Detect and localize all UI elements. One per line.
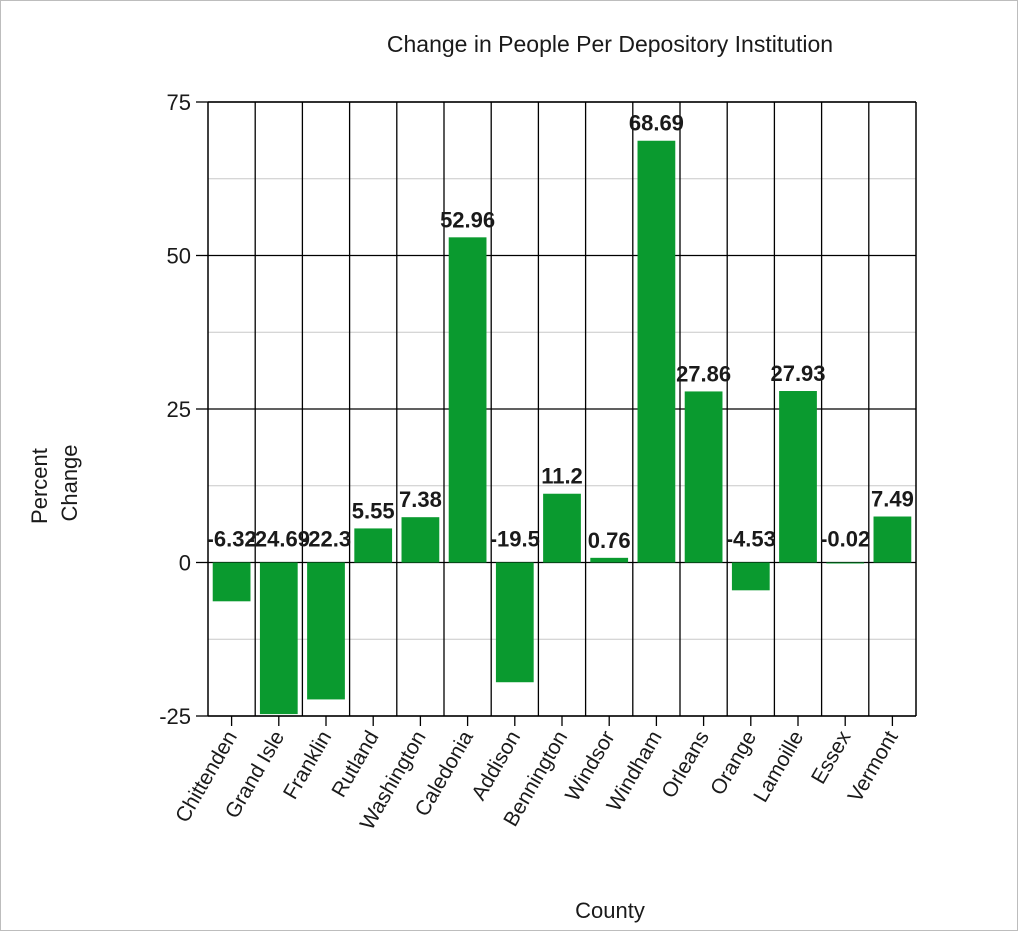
data-label: -4.53 bbox=[726, 527, 776, 552]
y-tick-label: 25 bbox=[167, 397, 191, 422]
bars bbox=[212, 140, 912, 715]
data-label: -22.3 bbox=[301, 527, 351, 552]
bar-essex bbox=[826, 562, 865, 564]
bar-grand-isle bbox=[259, 562, 298, 715]
x-axis-title: County bbox=[575, 898, 645, 923]
y-tick-label: -25 bbox=[159, 704, 191, 729]
bar-lamoille bbox=[779, 391, 817, 563]
bar-vermont bbox=[873, 516, 912, 563]
data-label: 7.49 bbox=[871, 487, 914, 512]
y-tick-labels: -25 0 25 50 75 bbox=[159, 90, 191, 729]
data-label: 7.38 bbox=[399, 487, 442, 512]
data-label: 68.69 bbox=[629, 111, 684, 136]
bar-orange bbox=[731, 562, 770, 591]
bar-rutland bbox=[354, 528, 393, 563]
x-tick-label: Essex bbox=[807, 727, 856, 788]
y-tick-label: 0 bbox=[179, 551, 191, 576]
data-label: 5.55 bbox=[352, 498, 395, 523]
bar-franklin bbox=[307, 562, 345, 700]
bar-orleans bbox=[684, 391, 723, 563]
bar-addison bbox=[495, 562, 534, 683]
axes bbox=[196, 101, 917, 726]
y-axis-title-line-1: Percent bbox=[27, 448, 52, 524]
y-tick-label: 50 bbox=[167, 244, 191, 269]
bar-washington bbox=[401, 517, 440, 563]
data-label: -6.32 bbox=[207, 527, 257, 552]
bar-bennington bbox=[543, 493, 581, 563]
bar-chittenden bbox=[212, 562, 251, 602]
bar-windham bbox=[637, 140, 676, 563]
data-label: 0.76 bbox=[588, 528, 631, 553]
bar-caledonia bbox=[448, 237, 487, 563]
y-axis-title: Percent Change bbox=[27, 442, 82, 524]
data-label: 52.96 bbox=[440, 207, 495, 232]
y-axis-title-line-2: Change bbox=[57, 444, 82, 521]
data-label: 11.2 bbox=[541, 464, 583, 489]
data-label: -19.5 bbox=[490, 527, 540, 552]
data-label: -0.02 bbox=[820, 527, 870, 552]
y-tick-label: 75 bbox=[167, 90, 191, 115]
bar-windsor bbox=[590, 557, 629, 563]
chart-title: Change in People Per Depository Institut… bbox=[387, 31, 833, 57]
data-label: 27.86 bbox=[676, 361, 731, 386]
data-label: 27.93 bbox=[770, 361, 825, 386]
data-label: -24.69 bbox=[248, 527, 310, 552]
data-labels: -6.32-24.69-22.35.55 7.38 52.96 -19.5 11.2 0.… bbox=[207, 111, 914, 553]
